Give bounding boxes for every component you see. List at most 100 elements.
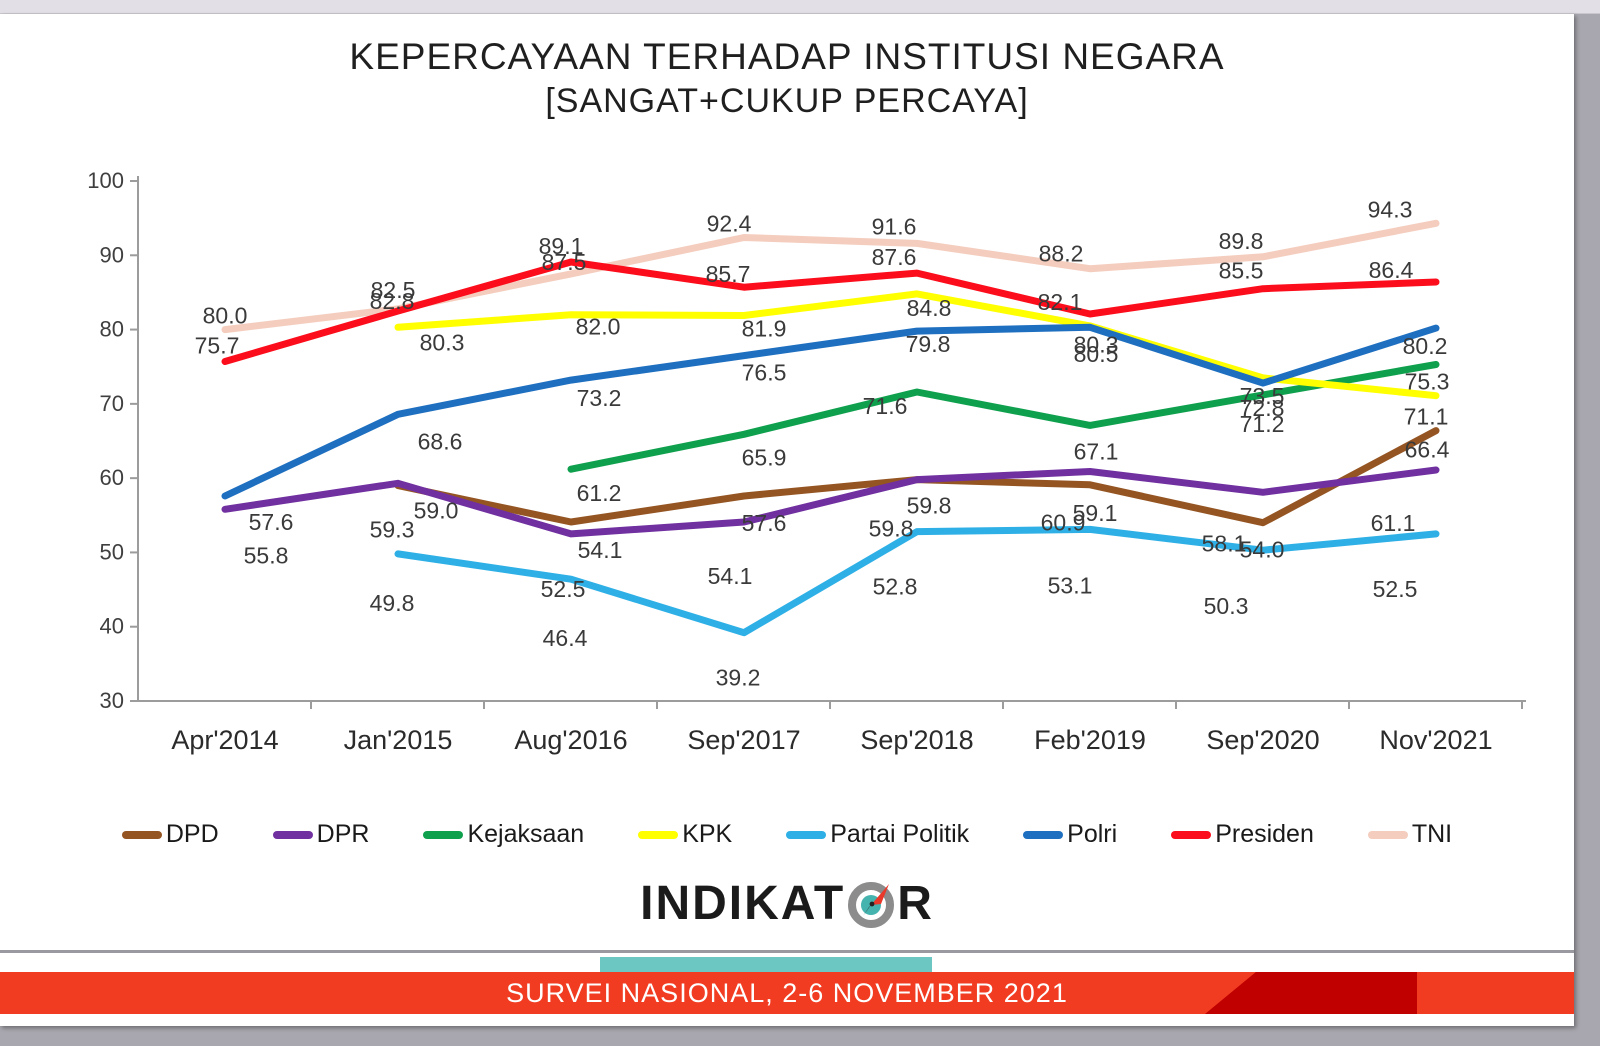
- data-label-kejaksaan: 75.3: [1405, 368, 1450, 394]
- y-axis-tick-label: 50: [100, 539, 124, 564]
- data-label-dpd: 54.1: [578, 537, 623, 563]
- data-label-kpk: 80.3: [420, 329, 465, 355]
- data-label-partai-politik: 52.8: [873, 574, 918, 600]
- banner-text: SURVEI NASIONAL, 2-6 NOVEMBER 2021: [506, 977, 1068, 1008]
- logo-text-post: R: [897, 877, 934, 930]
- data-label-dpd: 57.6: [742, 510, 787, 536]
- x-axis-tick-label: Sep'2018: [860, 725, 973, 755]
- legend-label: Presiden: [1215, 820, 1314, 848]
- series-line-kejaksaan: [567, 361, 1440, 473]
- data-label-kpk: 71.1: [1404, 404, 1449, 430]
- data-label-dpd: 54.0: [1240, 537, 1285, 563]
- data-label-partai-politik: 49.8: [370, 590, 415, 616]
- data-label-tni: 92.4: [707, 210, 752, 236]
- data-label-kejaksaan: 61.2: [577, 480, 622, 506]
- series-line-kpk: [394, 290, 1440, 400]
- data-label-dpd: 59.8: [907, 493, 952, 519]
- legend-item-tni: TNI: [1367, 820, 1453, 849]
- data-label-tni: 94.3: [1368, 196, 1413, 222]
- legend-label: Kejaksaan: [467, 820, 585, 848]
- data-label-partai-politik: 53.1: [1048, 572, 1093, 598]
- legend-label: DPR: [316, 820, 370, 848]
- data-label-polri: 73.2: [577, 385, 622, 411]
- data-label-presiden: 85.5: [1219, 258, 1264, 284]
- data-label-partai-politik: 46.4: [543, 625, 588, 651]
- legend-swatch: [1023, 830, 1064, 839]
- y-axis-tick-label: 70: [100, 391, 124, 416]
- y-axis-tick-label: 80: [100, 317, 124, 342]
- x-axis-tick-label: Sep'2020: [1206, 725, 1319, 755]
- chart-subtitle: [SANGAT+CUKUP PERCAYA]: [545, 82, 1029, 120]
- data-label-polri: 68.6: [418, 428, 463, 454]
- series-line-presiden: [221, 258, 1440, 365]
- data-label-tni: 80.0: [203, 303, 248, 329]
- data-label-kejaksaan: 67.1: [1074, 438, 1119, 464]
- data-label-polri: 80.2: [1403, 333, 1448, 359]
- data-label-polri: 57.6: [249, 509, 294, 535]
- data-label-polri: 80.3: [1074, 331, 1119, 357]
- data-label-kpk: 84.8: [907, 295, 952, 321]
- legend-item-kejaksaan: Kejaksaan: [423, 820, 584, 849]
- data-label-presiden: 87.6: [872, 244, 917, 270]
- series-line-partai-politik: [394, 525, 1440, 637]
- logo-text-pre: INDIKAT: [640, 877, 846, 930]
- data-label-kejaksaan: 65.9: [742, 444, 787, 470]
- data-label-dpr: 52.5: [541, 576, 586, 602]
- chart-title-block: KEPERCAYAAN TERHADAP INSTITUSI NEGARA [S…: [0, 36, 1574, 121]
- y-axis-tick-label: 100: [87, 168, 124, 193]
- y-axis-tick-label: 60: [100, 465, 124, 490]
- slide: 30 40 50 60 70 80 90 100 Apr'2014 Jan'2015 Aug'201…: [0, 14, 1574, 1026]
- x-axis-tick-label: Jan'2015: [344, 725, 453, 755]
- data-label-polri: 76.5: [742, 360, 787, 386]
- compass-icon: [848, 881, 895, 928]
- legend-swatch: [272, 830, 313, 839]
- data-label-kpk: 81.9: [742, 315, 787, 341]
- series-line-dpr: [221, 466, 1440, 538]
- data-label-presiden: 85.7: [706, 261, 751, 287]
- data-label-polri: 79.8: [906, 331, 951, 357]
- legend-label: Partai Politik: [830, 820, 970, 848]
- data-label-kejaksaan: 71.6: [863, 393, 908, 419]
- data-label-partai-politik: 39.2: [716, 665, 761, 691]
- data-label-dpr: 54.1: [708, 563, 753, 589]
- divider-line: [0, 950, 1574, 953]
- data-label-presiden: 86.4: [1369, 257, 1414, 283]
- data-label-partai-politik: 52.5: [1373, 576, 1418, 602]
- legend-swatch: [1367, 830, 1408, 839]
- window-chrome-strip: [0, 0, 1600, 14]
- data-label-dpd: 59.1: [1073, 500, 1118, 526]
- data-label-tni: 89.8: [1219, 228, 1264, 254]
- x-axis-tick-label: Sep'2017: [687, 725, 800, 755]
- data-label-tni: 87.5: [542, 249, 587, 275]
- data-label-presiden: 82.1: [1038, 289, 1083, 315]
- data-label-kpk: 73.5: [1240, 383, 1285, 409]
- footer-banner: SURVEI NASIONAL, 2-6 NOVEMBER 2021: [0, 972, 1574, 1014]
- data-label-dpr: 58.1: [1202, 530, 1247, 556]
- data-label-presiden: 82.5: [371, 277, 416, 303]
- legend-label: TNI: [1411, 820, 1453, 848]
- data-label-partai-politik: 50.3: [1204, 593, 1249, 619]
- data-label-dpr: 59.3: [370, 516, 415, 542]
- series-line-polri: [221, 323, 1440, 500]
- data-label-dpr: 61.1: [1371, 510, 1416, 536]
- legend-item-dpr: DPR: [272, 820, 370, 849]
- data-label-dpr: 59.8: [869, 516, 914, 542]
- data-label-polri: 72.8: [1240, 395, 1285, 421]
- data-label-tni: 91.6: [872, 213, 917, 239]
- data-label-presiden: 75.7: [195, 333, 240, 359]
- data-label-dpd: 59.0: [414, 498, 459, 524]
- data-label-tni: 82.8: [370, 288, 415, 314]
- legend-swatch: [786, 830, 827, 839]
- legend-item-dpd: DPD: [121, 820, 219, 849]
- legend-label: KPK: [682, 820, 733, 848]
- y-axis-tick-label: 40: [100, 614, 124, 639]
- legend-item-polri: Polri: [1023, 820, 1117, 849]
- x-axis-tick-label: Apr'2014: [171, 725, 278, 755]
- legend-item-kpk: KPK: [638, 820, 732, 849]
- trust-line-chart: 30 40 50 60 70 80 90 100 Apr'2014 Jan'2015 Aug'201…: [87, 168, 1526, 755]
- x-axis-tick-label: Feb'2019: [1034, 725, 1146, 755]
- legend-swatch: [423, 830, 464, 839]
- data-label-dpr: 60.9: [1041, 509, 1086, 535]
- data-label-dpd: 66.4: [1405, 437, 1450, 463]
